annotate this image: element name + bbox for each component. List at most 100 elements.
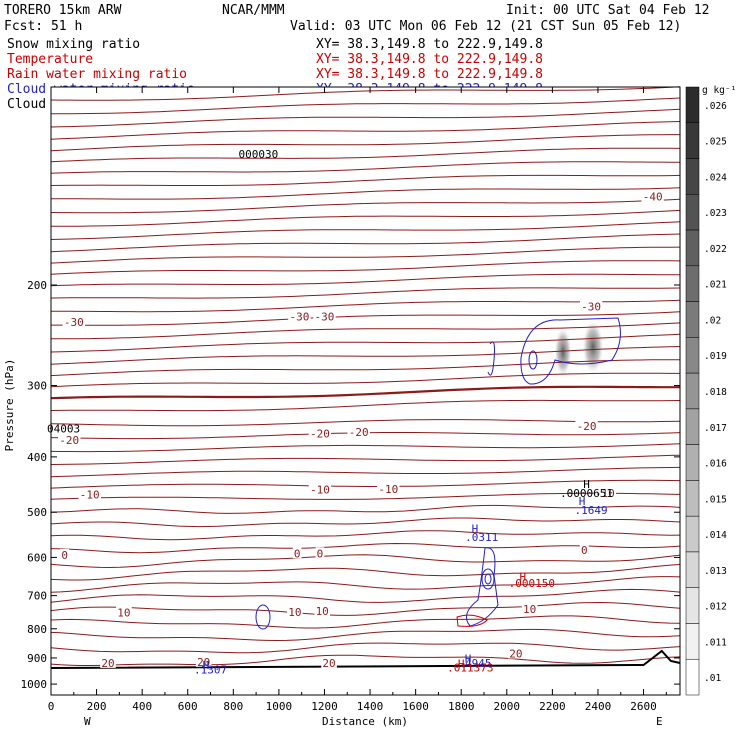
temperature-contour-line — [50, 443, 681, 453]
colorbar-tick-label: .024 — [704, 172, 727, 183]
temperature-contour-line — [50, 454, 681, 465]
axes: 0 200 400 600 800 1000 1200 1400 1600 1800 2000 220… — [21, 87, 680, 713]
extremum-label: H — [465, 653, 472, 666]
temperature-contour-line — [50, 246, 681, 264]
terrain-line — [50, 649, 681, 669]
temperature-label-bg — [78, 488, 101, 500]
y-tick-label: 900 — [27, 652, 47, 665]
temperature-label: -10 — [80, 489, 100, 502]
cloud-water-contour — [255, 604, 271, 630]
temperature-label-bg — [287, 605, 303, 617]
x-tick-label: 2000 — [494, 700, 521, 713]
y-tick-label: 600 — [27, 551, 47, 564]
colorbar-swatch — [685, 408, 700, 445]
x-tick-label: 600 — [178, 700, 198, 713]
colorbar-tick-label: .012 — [704, 602, 727, 613]
temperature-label: 20 — [322, 657, 335, 670]
colorbar-tick-label: .01 — [704, 673, 721, 684]
colorbar-tick-label: .019 — [704, 351, 727, 362]
extremum-label: H — [519, 571, 526, 584]
temperature-contour-line — [50, 233, 681, 253]
temperature-label-bg — [579, 300, 603, 312]
extrema-annotations: 04003000030H.0000651H.1649H.0311H.000150… — [47, 148, 613, 676]
colorbar-swatch — [685, 551, 700, 588]
temperature-label-bg — [308, 427, 332, 439]
colorbar-tick-label: .021 — [704, 280, 727, 291]
temperature-label: -30 — [315, 310, 335, 323]
temperature-label-bg — [116, 606, 132, 618]
temperature-label: -20 — [310, 427, 330, 440]
extremum-label: .1649 — [575, 504, 608, 517]
rain-water-contours — [456, 614, 488, 627]
temperature-label: -20 — [59, 434, 79, 447]
temperature-label: -30 — [289, 310, 309, 323]
colorbar-swatch — [685, 587, 700, 624]
x-tick-label: 2200 — [539, 700, 566, 713]
temperature-contour-line — [51, 322, 681, 340]
extremum-label: .0311 — [465, 531, 498, 544]
temperature-label: 20 — [509, 648, 522, 661]
colorbar-swatch — [685, 86, 700, 124]
field-name: Rain water mixing ratio — [7, 67, 187, 82]
colorbar-swatch — [685, 623, 700, 660]
figure-header: TORERO 15km ARW NCAR/MMM Init: 00 UTC Sa… — [4, 3, 710, 34]
colorbar-tick-label: .017 — [704, 423, 727, 434]
temperature-label-bg — [314, 605, 330, 617]
org-label: NCAR/MMM — [222, 3, 285, 18]
temperature-contour-line — [50, 504, 681, 514]
temperature-label-bg — [308, 483, 332, 495]
endpoint-east: E — [656, 715, 663, 728]
y-tick-label: 400 — [27, 451, 47, 464]
temperature-label: 10 — [288, 606, 301, 619]
field-name: Temperature — [7, 52, 93, 67]
temperature-contour-line — [51, 209, 681, 227]
x-tick-label: 1800 — [448, 700, 475, 713]
colorbar-swatch — [685, 229, 700, 267]
x-tick-label: 1000 — [266, 700, 293, 713]
extremum-label: .011373 — [447, 662, 493, 675]
temperature-contour-line — [51, 97, 681, 115]
temperature-contour-line — [50, 542, 681, 554]
temperature-label-bg — [315, 547, 325, 559]
temperature-label-bg — [575, 419, 598, 431]
temperature-label: 0 — [61, 549, 68, 562]
temperature-label-bg — [641, 190, 664, 202]
temperature-label-bg — [521, 602, 538, 614]
cloud-water-contours — [255, 317, 621, 630]
colorbar-swatch — [685, 158, 700, 195]
temperature-label: -10 — [310, 483, 330, 496]
y-tick-label: 1000 — [21, 678, 48, 691]
temperature-contours — [50, 86, 681, 666]
x-tick-label: 1400 — [357, 700, 384, 713]
extremum-label: 04003 — [47, 423, 80, 436]
colorbar-tick-label: .02 — [704, 315, 721, 326]
temperature-label-bg — [593, 487, 616, 499]
temperature-contour-line — [50, 642, 681, 654]
extremum-label: H — [203, 659, 210, 672]
temperature-label: -40 — [643, 191, 663, 204]
temperature-label: 10 — [523, 603, 536, 616]
temperature-label: -30 — [64, 316, 84, 329]
colorbar-tick-label: .025 — [704, 137, 727, 148]
init-label: Init: 00 UTC Sat 04 Feb 12 — [506, 3, 710, 18]
field-xy: XY= 38.3,149.8 to 222.9,149.8 — [316, 37, 543, 52]
temperature-label-bg — [100, 656, 116, 668]
colorbar-tick-label: .011 — [704, 637, 727, 648]
x-tick-label: 2400 — [585, 700, 612, 713]
y-tick-label: 200 — [27, 279, 47, 292]
temperature-contour-line — [50, 479, 681, 489]
x-tick-label: 1600 — [402, 700, 429, 713]
extremum-label: .4945 — [458, 657, 491, 670]
temperature-contour-line — [50, 333, 681, 353]
colorbar-tick-label: .016 — [704, 459, 727, 470]
endpoint-west: W — [84, 715, 91, 728]
temperature-contour-line — [50, 121, 681, 140]
x-tick-label: 2600 — [630, 700, 657, 713]
temperature-contour-line — [50, 385, 680, 400]
colorbar-swatch — [685, 444, 700, 481]
colorbar: .026 .025 .024 .023 .022 .021 .02 .019 .018 .017.… — [685, 85, 736, 696]
temperature-label-bg — [377, 482, 400, 494]
temperature-contour-line — [50, 198, 681, 214]
temperature-label-bg — [313, 310, 336, 322]
